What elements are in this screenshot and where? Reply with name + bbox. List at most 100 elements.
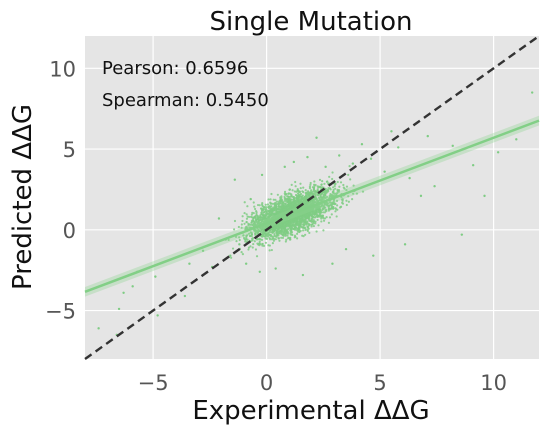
scatter-point bbox=[248, 215, 251, 219]
scatter-point bbox=[285, 238, 288, 241]
scatter-point bbox=[306, 190, 310, 193]
scatter-point bbox=[286, 195, 289, 198]
scatter-point bbox=[351, 198, 354, 201]
scatter-point bbox=[267, 232, 270, 235]
scatter-point bbox=[288, 188, 291, 191]
scatter-point bbox=[241, 253, 245, 256]
scatter-point bbox=[336, 191, 339, 195]
scatter-point bbox=[306, 209, 309, 212]
scatter-point bbox=[360, 143, 364, 146]
scatter-point bbox=[317, 207, 320, 210]
y-tick-label: 0 bbox=[63, 219, 76, 243]
scatter-point bbox=[251, 238, 254, 242]
scatter-point bbox=[300, 218, 303, 221]
scatter-point bbox=[283, 225, 286, 228]
scatter-point bbox=[331, 171, 334, 174]
scatter-point bbox=[245, 234, 248, 237]
scatter-point bbox=[283, 205, 286, 208]
scatter-point bbox=[322, 217, 325, 220]
scatter-point bbox=[269, 198, 272, 201]
scatter-point bbox=[293, 227, 296, 230]
scatter-point bbox=[274, 202, 278, 205]
scatter-point bbox=[263, 230, 266, 234]
scatter-point bbox=[287, 237, 290, 240]
scatter-point bbox=[286, 231, 290, 234]
scatter-point bbox=[258, 270, 261, 273]
scatter-point bbox=[273, 222, 276, 225]
scatter-point bbox=[308, 185, 312, 188]
scatter-point bbox=[281, 236, 285, 239]
scatter-point bbox=[270, 238, 274, 241]
scatter-point bbox=[259, 238, 262, 241]
scatter-point bbox=[271, 231, 275, 234]
scatter-point bbox=[306, 155, 309, 159]
scatter-point bbox=[286, 228, 289, 231]
scatter-point bbox=[242, 234, 245, 237]
scatter-point bbox=[252, 219, 255, 223]
scatter-point bbox=[279, 208, 282, 211]
scatter-point bbox=[245, 236, 248, 239]
scatter-point bbox=[300, 225, 303, 229]
scatter-point bbox=[299, 192, 303, 196]
scatter-point bbox=[302, 217, 305, 220]
scatter-point bbox=[302, 215, 305, 218]
scatter-point bbox=[310, 189, 313, 192]
scatter-point bbox=[276, 224, 279, 227]
scatter-point bbox=[308, 211, 312, 214]
scatter-point bbox=[483, 194, 486, 198]
scatter-point bbox=[280, 196, 283, 200]
scatter-point bbox=[288, 195, 292, 199]
scatter-point bbox=[281, 206, 284, 209]
scatter-point bbox=[292, 201, 296, 204]
x-tick-label: 5 bbox=[373, 371, 386, 395]
scatter-point bbox=[327, 204, 330, 208]
scatter-point bbox=[284, 240, 287, 243]
scatter-point bbox=[253, 207, 257, 211]
scatter-point bbox=[341, 198, 344, 201]
scatter-point bbox=[316, 205, 319, 208]
scatter-point bbox=[361, 190, 365, 193]
scatter-point bbox=[318, 198, 322, 201]
scatter-point bbox=[294, 220, 297, 223]
scatter-point bbox=[331, 194, 334, 197]
scatter-point bbox=[319, 208, 322, 212]
scatter-point bbox=[267, 213, 271, 216]
scatter-point bbox=[261, 244, 264, 247]
scatter-point bbox=[325, 215, 328, 219]
scatter-point bbox=[321, 214, 325, 217]
scatter-point bbox=[240, 226, 243, 229]
scatter-point bbox=[352, 184, 355, 187]
scatter-point bbox=[254, 215, 257, 218]
scatter-point bbox=[244, 240, 247, 243]
scatter-point bbox=[233, 219, 237, 223]
scatter-point bbox=[255, 218, 258, 222]
scatter-point bbox=[297, 196, 300, 199]
scatter-point bbox=[188, 262, 191, 265]
scatter-point bbox=[314, 222, 317, 225]
scatter-point bbox=[304, 233, 307, 236]
scatter-point bbox=[306, 204, 309, 207]
scatter-point bbox=[287, 192, 290, 195]
scatter-point bbox=[293, 234, 297, 237]
scatter-point bbox=[316, 218, 319, 222]
scatter-point bbox=[255, 212, 258, 216]
scatter-point bbox=[250, 235, 253, 238]
scatter-point bbox=[283, 165, 286, 169]
scatter-point bbox=[306, 225, 309, 228]
scatter-point bbox=[311, 212, 314, 215]
scatter-point bbox=[372, 254, 375, 257]
scatter-point bbox=[313, 189, 316, 192]
scatter-point bbox=[245, 213, 248, 216]
scatter-point bbox=[322, 196, 326, 200]
scatter-point bbox=[320, 183, 323, 186]
scatter-point bbox=[289, 230, 292, 233]
scatter-point bbox=[331, 177, 334, 181]
scatter-point bbox=[305, 215, 308, 219]
scatter-point bbox=[297, 190, 300, 193]
scatter-point bbox=[307, 222, 311, 226]
scatter-point bbox=[284, 197, 288, 200]
scatter-point bbox=[496, 151, 500, 154]
scatter-point bbox=[299, 214, 303, 217]
scatter-point bbox=[320, 215, 323, 218]
